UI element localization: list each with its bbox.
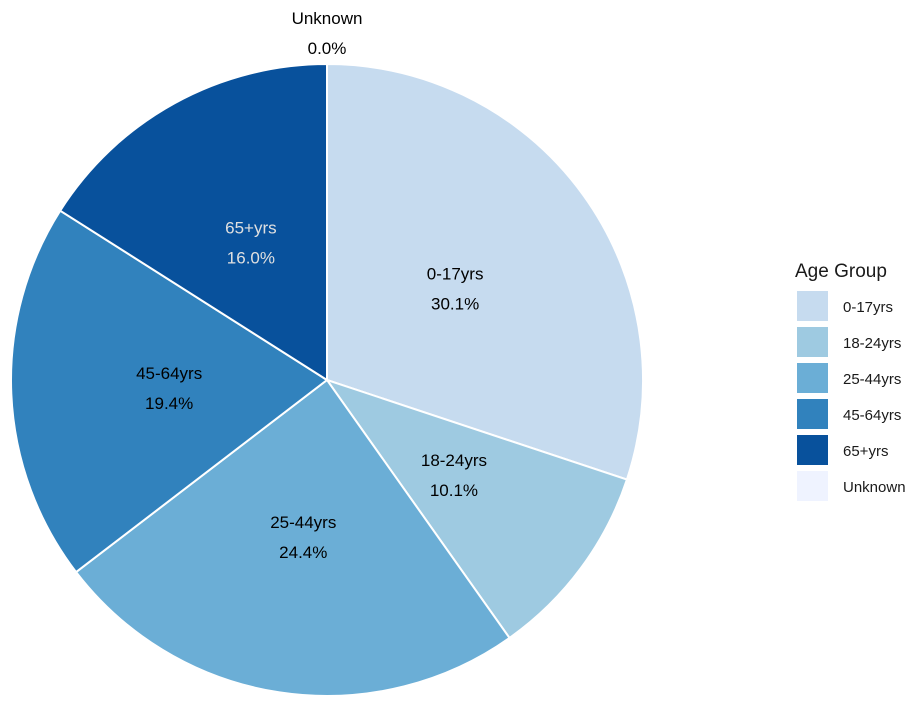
legend-swatch-65-yrs xyxy=(797,435,828,465)
legend-swatch-45-64yrs xyxy=(797,399,828,429)
legend-title: Age Group xyxy=(795,261,887,282)
slice-label-18-24yrs: 18-24yrs xyxy=(421,451,487,470)
slice-18-24yrs xyxy=(324,378,629,640)
pie-slices xyxy=(10,62,644,697)
legend: Age Group 0-17yrs 18-24yrs 25-44yrs 45-64yr… xyxy=(795,261,906,501)
legend-swatch-unknown xyxy=(797,471,828,501)
slice-25-44yrs xyxy=(74,378,511,697)
pie-slice-labels: 0-17yrs 30.1% 18-24yrs 10.1% 25-44yrs 24.4% 45… xyxy=(136,9,487,562)
slice-percent-65-yrs: 16.0% xyxy=(227,249,275,268)
legend-label-unknown: Unknown xyxy=(843,479,906,496)
slice-percent-25-44yrs: 24.4% xyxy=(279,543,327,562)
slice-45-64yrs xyxy=(10,209,329,574)
slice-0-17yrs xyxy=(326,62,644,481)
legend-swatch-0-17yrs xyxy=(797,291,828,321)
slice-label-unknown: Unknown xyxy=(292,9,363,28)
legend-label-0-17yrs: 0-17yrs xyxy=(843,299,893,316)
legend-swatch-25-44yrs xyxy=(797,363,828,393)
legend-label-45-64yrs: 45-64yrs xyxy=(843,407,901,424)
slice-label-0-17yrs: 0-17yrs xyxy=(427,265,484,284)
legend-swatch-18-24yrs xyxy=(797,327,828,357)
legend-label-65-yrs: 65+yrs xyxy=(843,443,888,460)
legend-items: 0-17yrs 18-24yrs 25-44yrs 45-64yrs 65+yrs Unk… xyxy=(797,291,906,501)
legend-label-18-24yrs: 18-24yrs xyxy=(843,335,901,352)
slice-label-65-yrs: 65+yrs xyxy=(225,219,277,238)
slice-label-25-44yrs: 25-44yrs xyxy=(270,513,336,532)
slice-65-yrs xyxy=(58,62,328,382)
legend-label-25-44yrs: 25-44yrs xyxy=(843,371,901,388)
slice-label-45-64yrs: 45-64yrs xyxy=(136,364,202,383)
slice-percent-45-64yrs: 19.4% xyxy=(145,394,193,413)
slice-percent-unknown: 0.0% xyxy=(308,39,347,58)
slice-percent-18-24yrs: 10.1% xyxy=(430,481,478,500)
slice-percent-0-17yrs: 30.1% xyxy=(431,295,479,314)
